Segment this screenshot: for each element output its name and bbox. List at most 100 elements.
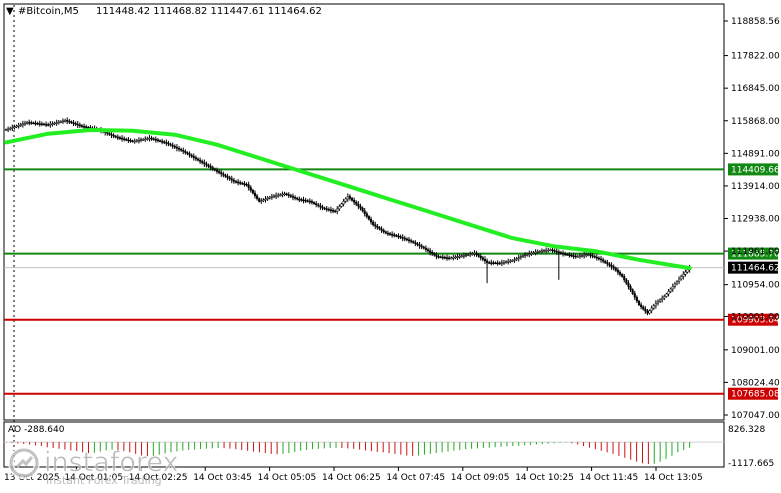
candle-body (513, 259, 516, 261)
candle-body (678, 278, 681, 282)
candle-body (475, 252, 478, 255)
candle-body (384, 231, 387, 234)
candle-body (555, 250, 558, 253)
ohlc-values: 111448.42 111468.82 111447.61 111464.62 (96, 6, 322, 17)
candle-body (595, 256, 598, 259)
candle-body (536, 251, 539, 253)
candle-body (306, 200, 309, 202)
candle-body (344, 198, 347, 202)
candle-body (302, 199, 305, 202)
candle-body (194, 157, 197, 160)
candle-body (509, 260, 512, 263)
candle-body (458, 255, 461, 258)
candle-body (158, 140, 162, 142)
candle-body (602, 259, 605, 262)
dropdown-arrow-icon[interactable]: ▼ (6, 6, 14, 17)
candle-body (405, 238, 408, 241)
candle-body (635, 297, 638, 302)
candle-body (26, 122, 29, 124)
candle-body (15, 125, 18, 128)
candle-body (346, 196, 349, 200)
candle-body (566, 253, 569, 256)
candle-body (540, 250, 543, 253)
candle-body (673, 283, 676, 287)
candle-body (621, 274, 624, 277)
candle-body (169, 143, 172, 146)
candle-body (633, 293, 636, 298)
candle-body (498, 262, 501, 265)
candle-body (426, 249, 430, 252)
candle-body (258, 198, 261, 202)
candle-body (618, 272, 622, 275)
candle-body (564, 253, 567, 256)
x-tick-label: 13 Oct 2025 (4, 473, 60, 483)
candle-body (327, 208, 330, 211)
candle-body (551, 249, 554, 252)
candle-body (363, 210, 366, 214)
candle-body (547, 249, 550, 252)
candle-body (106, 132, 109, 134)
candle-body (228, 177, 231, 180)
candle-body (502, 261, 506, 264)
candle-body (583, 254, 586, 257)
level-price-tag-text: 107685.08 (731, 390, 780, 400)
candle-body (133, 140, 136, 143)
candle-body (199, 159, 202, 162)
candle-body (369, 218, 373, 223)
candle-body (251, 190, 254, 194)
candle-body (247, 184, 250, 188)
symbol-label: #Bitcoin,M5 (18, 6, 79, 17)
candle-body (129, 140, 132, 142)
candle-body (663, 296, 666, 299)
candle-body (321, 206, 324, 209)
candle-body (576, 255, 579, 258)
candle-body (511, 260, 514, 262)
candle-body (294, 197, 297, 199)
candle-body (85, 126, 88, 129)
candle-body (538, 250, 541, 253)
candle-body (190, 154, 193, 157)
candle-body (118, 137, 121, 139)
candle-body (108, 133, 111, 135)
candle-body (515, 258, 518, 260)
x-tick-label: 14 Oct 03:45 (193, 473, 252, 483)
candle-body (36, 123, 39, 125)
candle-body (186, 152, 189, 155)
candle-body (32, 122, 35, 125)
candle-body (614, 267, 617, 271)
candle-body (682, 274, 685, 277)
candle-body (192, 156, 195, 158)
candle-body (593, 255, 596, 258)
candle-body (266, 197, 269, 200)
candle-body (154, 139, 157, 141)
candle-body (652, 305, 655, 309)
candle-body (332, 210, 335, 212)
candle-body (260, 200, 263, 202)
candle-body (355, 201, 358, 205)
candle-body (146, 138, 149, 140)
candle-body (272, 195, 276, 198)
candle-body (209, 166, 212, 168)
indicator-scale-top: 826.328 (728, 425, 765, 435)
candle-body (667, 291, 670, 295)
candle-body (317, 204, 320, 207)
candle-body (486, 260, 489, 263)
candle-body (568, 254, 571, 256)
candle-body (150, 137, 153, 140)
candle-body (165, 142, 168, 144)
candle-body (604, 260, 607, 263)
candle-body (80, 125, 84, 127)
candle-body (135, 140, 138, 142)
watermark-tagline: Instant Forex Trading (46, 474, 162, 487)
candle-body (342, 201, 345, 205)
x-tick-label: 14 Oct 13:05 (644, 473, 703, 483)
candle-body (298, 198, 301, 201)
candle-body (7, 128, 10, 131)
candle-body (680, 276, 683, 280)
candle-body (241, 182, 244, 185)
candle-body (610, 265, 613, 267)
candle-body (243, 183, 246, 185)
candle-body (572, 255, 575, 257)
candle-body (234, 181, 238, 183)
